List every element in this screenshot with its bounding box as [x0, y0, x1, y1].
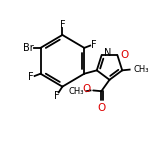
Text: F: F	[91, 40, 97, 50]
Text: O: O	[120, 50, 128, 60]
Text: N: N	[104, 48, 111, 58]
Text: CH₃: CH₃	[68, 87, 83, 96]
Text: CH₃: CH₃	[133, 65, 149, 74]
Text: Br: Br	[23, 43, 34, 53]
Text: O: O	[82, 84, 90, 94]
Text: O: O	[97, 103, 105, 113]
Text: F: F	[54, 91, 60, 101]
Text: F: F	[28, 72, 34, 82]
Text: F: F	[60, 20, 65, 30]
